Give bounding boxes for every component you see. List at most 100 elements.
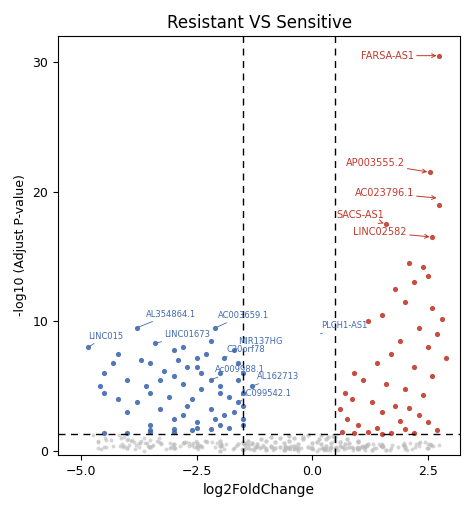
Point: [100, 388, 108, 397]
Point: [132, 440, 140, 449]
Point: [252, 443, 259, 451]
Text: AC003659.1: AC003659.1: [217, 311, 269, 327]
Point: [419, 263, 427, 271]
Point: [193, 419, 201, 427]
Point: [116, 442, 124, 450]
Point: [349, 446, 356, 454]
Point: [379, 441, 386, 449]
Point: [133, 324, 140, 332]
Point: [94, 444, 102, 452]
Point: [253, 440, 261, 449]
Point: [169, 440, 176, 449]
Point: [230, 408, 237, 416]
Point: [243, 440, 251, 448]
Text: AC099542.1: AC099542.1: [240, 389, 292, 401]
Point: [193, 443, 201, 451]
Point: [433, 330, 441, 338]
Point: [383, 220, 390, 228]
Point: [408, 445, 416, 453]
Point: [218, 442, 226, 450]
Point: [183, 402, 191, 410]
Point: [387, 350, 394, 358]
Point: [318, 445, 326, 453]
Point: [125, 434, 132, 443]
Point: [239, 388, 246, 397]
Point: [216, 447, 224, 455]
Point: [412, 440, 419, 448]
Point: [149, 442, 156, 450]
Point: [202, 437, 210, 445]
Point: [299, 435, 307, 444]
Point: [401, 439, 408, 447]
Point: [145, 443, 153, 451]
Point: [216, 382, 224, 390]
Point: [161, 366, 168, 375]
Point: [383, 380, 390, 388]
Point: [285, 443, 293, 451]
Point: [216, 421, 224, 429]
Point: [263, 445, 270, 453]
Point: [410, 429, 418, 437]
Point: [137, 436, 145, 445]
Point: [157, 440, 164, 448]
Point: [127, 437, 135, 445]
Point: [346, 443, 353, 451]
Text: AL162713: AL162713: [254, 372, 299, 386]
Point: [179, 410, 187, 419]
Point: [375, 439, 383, 448]
Point: [136, 439, 144, 448]
Point: [185, 439, 193, 447]
Point: [281, 442, 289, 450]
Point: [192, 437, 200, 445]
Point: [373, 444, 380, 452]
Point: [423, 444, 431, 452]
Point: [100, 369, 108, 377]
Point: [245, 440, 252, 449]
Point: [109, 359, 117, 367]
Point: [207, 405, 214, 413]
Point: [233, 442, 240, 450]
Point: [146, 388, 154, 397]
Point: [308, 445, 316, 453]
Point: [100, 443, 107, 451]
Point: [174, 356, 182, 364]
Point: [153, 437, 161, 446]
Point: [293, 446, 301, 454]
Y-axis label: -log10 (Adjust P-value): -log10 (Adjust P-value): [14, 175, 27, 316]
Point: [89, 431, 97, 439]
Point: [145, 442, 152, 450]
Point: [211, 444, 219, 452]
Point: [256, 444, 264, 452]
Point: [436, 52, 443, 60]
Point: [331, 436, 339, 445]
Point: [240, 439, 248, 448]
Point: [428, 442, 435, 450]
Point: [269, 444, 276, 452]
Text: Ac009988.1: Ac009988.1: [212, 365, 265, 379]
Point: [426, 168, 434, 176]
Point: [358, 443, 366, 451]
Point: [124, 408, 131, 416]
Point: [241, 441, 248, 449]
Point: [146, 426, 154, 434]
Point: [194, 445, 201, 453]
Point: [223, 439, 230, 448]
Point: [387, 445, 395, 453]
Point: [171, 444, 179, 452]
Point: [179, 343, 187, 352]
Point: [310, 445, 317, 453]
Point: [176, 442, 184, 450]
Point: [350, 369, 357, 377]
Point: [180, 438, 188, 447]
Point: [217, 440, 224, 448]
Point: [313, 438, 320, 446]
Point: [230, 444, 237, 452]
Point: [170, 425, 177, 433]
Point: [182, 438, 190, 446]
Point: [368, 398, 376, 406]
Point: [378, 311, 385, 319]
Point: [294, 440, 302, 449]
Point: [427, 440, 435, 449]
Point: [217, 442, 225, 450]
Point: [170, 346, 177, 354]
